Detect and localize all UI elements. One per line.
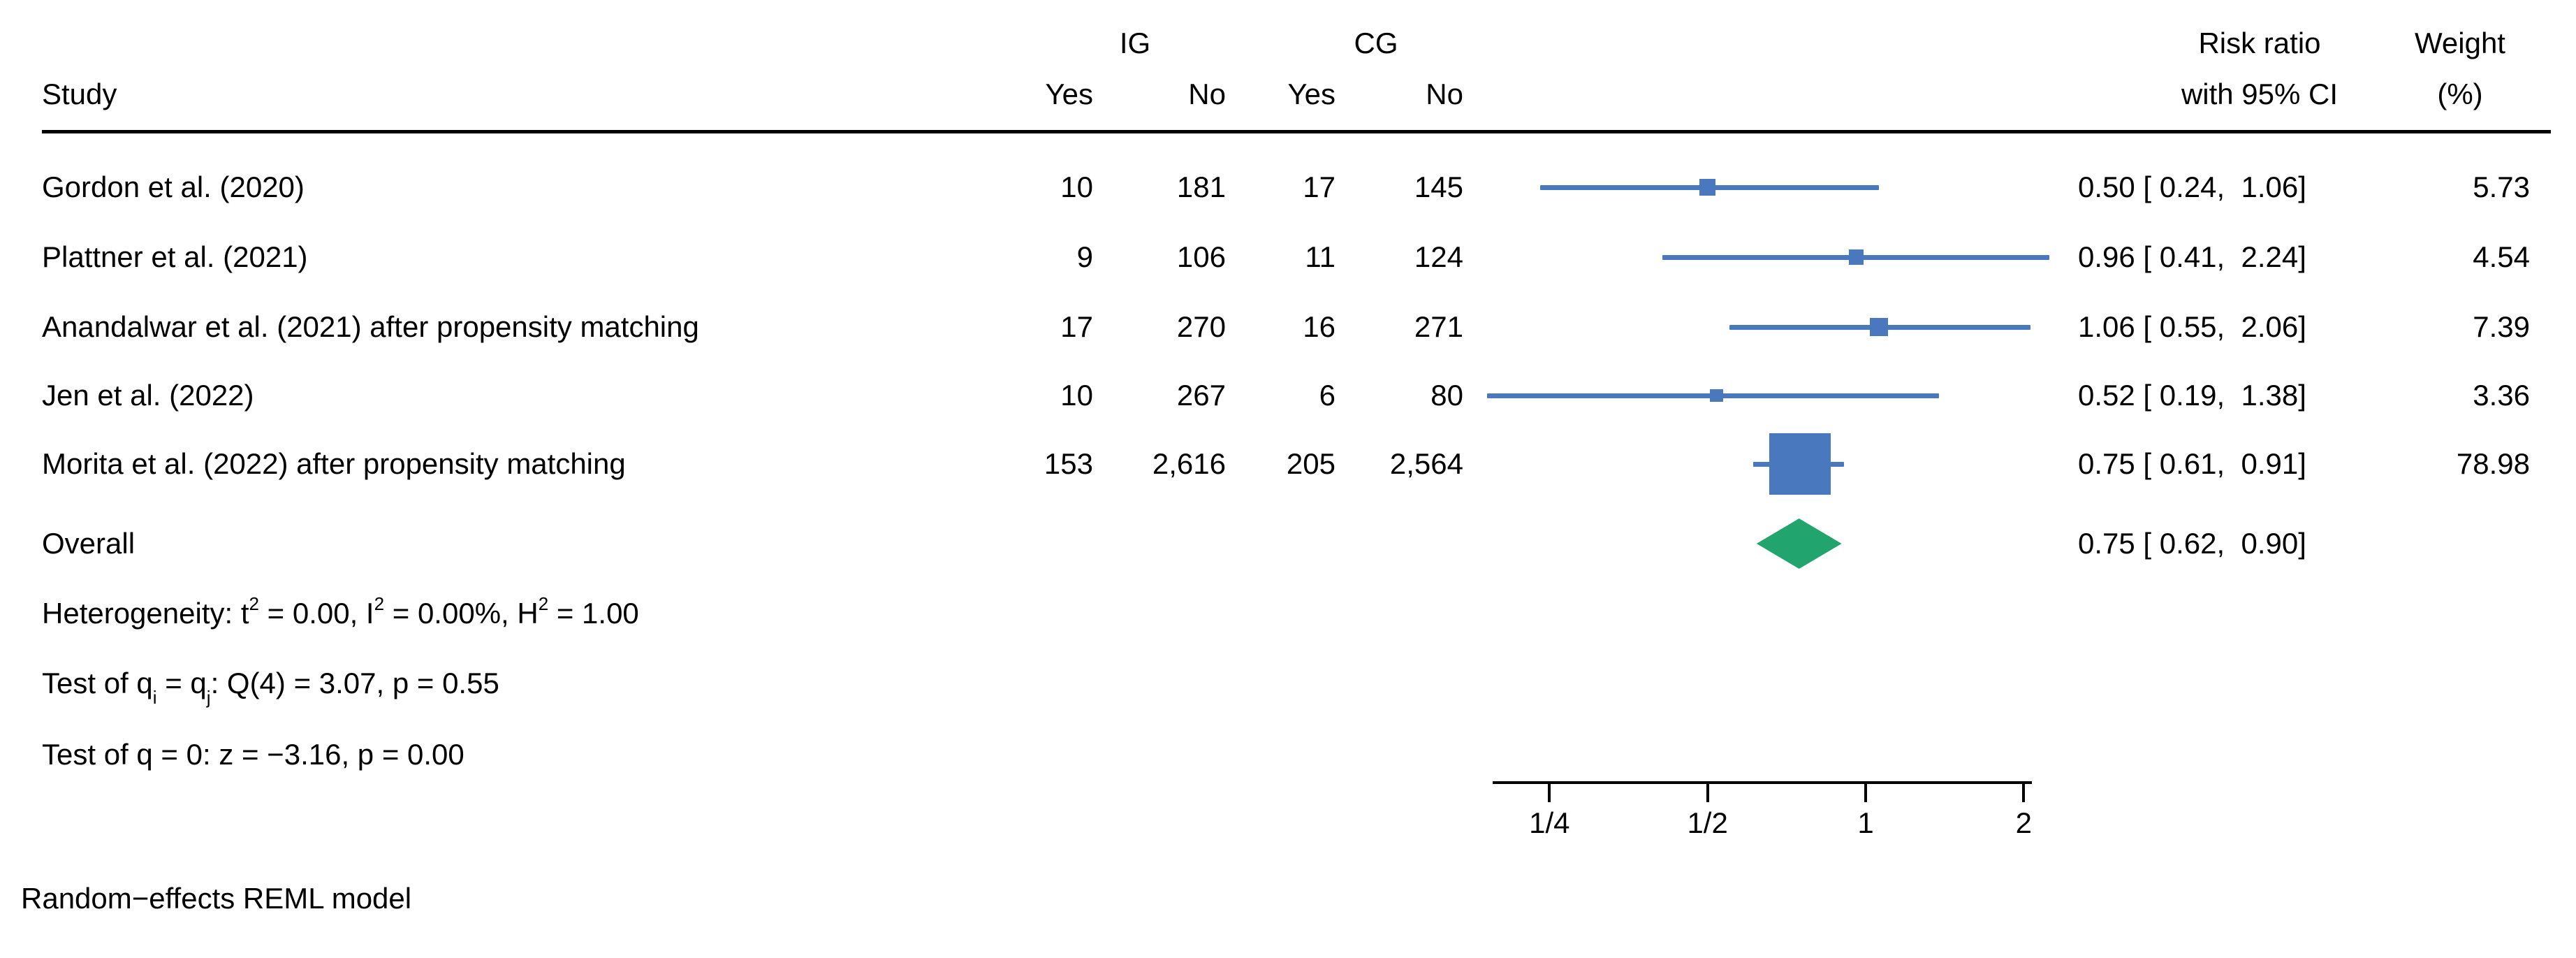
ig-no-count: 2,616 — [1152, 447, 1226, 480]
study-row: Plattner et al. (2021) 9 106 11 124 0.96… — [0, 238, 2576, 277]
cg-yes-count: 11 — [1305, 240, 1335, 273]
study-column-header: Study — [42, 78, 117, 110]
x-axis-tick-label: 1 — [1857, 806, 1874, 839]
significance-test-note: Test of q = 0: z = −3.16, p = 0.00 — [42, 738, 464, 771]
rr-ci-value: 0.96 [ 0.41, 2.24] — [2078, 240, 2306, 273]
cg-yes-column-header: Yes — [1287, 78, 1335, 110]
cg-no-count: 2,564 — [1389, 447, 1463, 480]
study-row: Anandalwar et al. (2021) after propensit… — [0, 307, 2576, 347]
homogeneity-test-note: Test of qi = qj: Q(4) = 3.07, p = 0.55 — [42, 667, 499, 709]
ig-no-count: 106 — [1176, 240, 1226, 273]
cg-no-count: 80 — [1430, 379, 1463, 412]
weight-value: 7.39 — [2473, 310, 2530, 343]
overall-rr-ci-value: 0.75 [ 0.62, 0.90] — [2078, 527, 2306, 560]
cg-no-count: 271 — [1414, 310, 1463, 343]
ig-no-count: 181 — [1176, 170, 1226, 203]
x-axis-tick-label: 2 — [2015, 806, 2032, 839]
ig-no-count: 270 — [1176, 310, 1226, 343]
weight-value: 3.36 — [2473, 379, 2530, 412]
ig-yes-count: 9 — [1076, 240, 1093, 273]
effect-marker — [1699, 179, 1716, 196]
ig-yes-count: 153 — [1044, 447, 1093, 480]
weight-header-line2: (%) — [2437, 78, 2483, 110]
ig-group-header: IG — [1119, 27, 1151, 59]
study-name: Gordon et al. (2020) — [42, 170, 305, 203]
weight-value: 78.98 — [2456, 447, 2530, 480]
heterogeneity-stats-note: Heterogeneity: t2 = 0.00, I2 = 0.00%, H2… — [42, 593, 639, 630]
cg-yes-count: 17 — [1303, 170, 1335, 203]
ig-no-count: 267 — [1176, 379, 1226, 412]
weight-value: 5.73 — [2473, 170, 2530, 203]
study-name: Anandalwar et al. (2021) after propensit… — [42, 310, 699, 343]
x-axis-tick-label: 1/4 — [1529, 806, 1570, 839]
cg-group-header: CG — [1354, 27, 1398, 59]
ig-yes-column-header: Yes — [1045, 78, 1093, 110]
ig-yes-count: 10 — [1060, 170, 1093, 203]
study-row: Jen et al. (2022) 10 267 6 80 0.52 [ 0.1… — [0, 376, 2576, 415]
effect-marker — [1869, 317, 1889, 337]
study-row: Morita et al. (2022) after propensity ma… — [0, 433, 2576, 495]
study-name: Jen et al. (2022) — [42, 379, 254, 412]
ig-yes-count: 17 — [1060, 310, 1093, 343]
rr-ci-value: 0.52 [ 0.19, 1.38] — [2078, 379, 2306, 412]
risk-ratio-header-line1: Risk ratio — [2198, 27, 2321, 59]
cg-no-column-header: No — [1426, 78, 1463, 110]
model-footer-note: Random−effects REML model — [21, 882, 412, 915]
x-axis-line — [1493, 781, 2032, 784]
cg-no-count: 145 — [1414, 170, 1463, 203]
header-divider-rule — [42, 130, 2551, 133]
cg-yes-count: 205 — [1286, 447, 1335, 480]
x-axis-tick — [1864, 784, 1867, 802]
x-axis-tick — [1548, 784, 1551, 802]
ig-no-column-header: No — [1188, 78, 1226, 110]
rr-ci-value: 0.50 [ 0.24, 1.06] — [2078, 170, 2306, 203]
study-name: Plattner et al. (2021) — [42, 240, 308, 273]
ig-yes-count: 10 — [1060, 379, 1093, 412]
study-name: Morita et al. (2022) after propensity ma… — [42, 447, 626, 480]
x-axis-tick — [1706, 784, 1709, 802]
rr-ci-value: 1.06 [ 0.55, 2.06] — [2078, 310, 2306, 343]
cg-yes-count: 16 — [1303, 310, 1335, 343]
overall-diamond-marker — [1756, 518, 1842, 569]
effect-marker — [1769, 433, 1831, 495]
weight-value: 4.54 — [2473, 240, 2530, 273]
study-row: Gordon et al. (2020) 10 181 17 145 0.50 … — [0, 168, 2576, 207]
cg-no-count: 124 — [1414, 240, 1463, 273]
overall-row: Overall 0.75 [ 0.62, 0.90] — [0, 518, 2576, 569]
effect-marker — [1849, 249, 1864, 265]
x-axis-tick-label: 1/2 — [1687, 806, 1728, 839]
effect-marker — [1710, 389, 1723, 402]
rr-ci-value: 0.75 [ 0.61, 0.91] — [2078, 447, 2306, 480]
cg-yes-count: 6 — [1319, 379, 1335, 412]
weight-header-line1: Weight — [2415, 27, 2505, 59]
risk-ratio-header-line2: with 95% CI — [2181, 78, 2339, 110]
x-axis-tick — [2022, 784, 2026, 802]
overall-label: Overall — [42, 527, 136, 560]
